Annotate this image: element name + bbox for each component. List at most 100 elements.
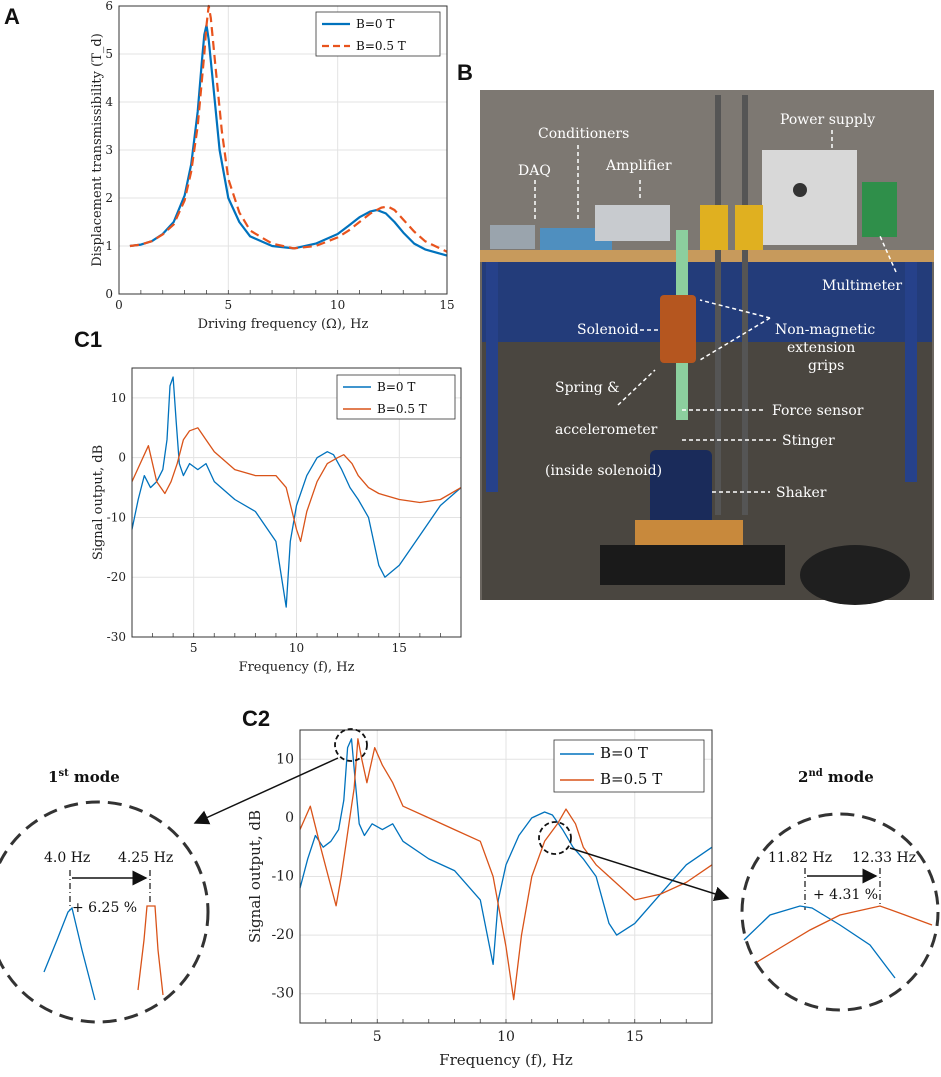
y-tick-label: 3 xyxy=(105,143,113,157)
y-tick-label: 5 xyxy=(105,47,113,61)
x-tick-label: 5 xyxy=(373,1029,382,1045)
chart-c1: 5 10 15 -30 -20 -10 0 10 Frequency (f), Hz Signal… xyxy=(91,367,462,675)
grip-clamp-right xyxy=(735,205,763,250)
y-tick-label: -20 xyxy=(107,570,126,584)
second-mode-circle xyxy=(740,812,940,1012)
label-stinger: Stinger xyxy=(782,433,835,449)
second-mode-f-left: 11.82 Hz xyxy=(768,850,832,866)
first-mode-f-right: 4.25 Hz xyxy=(118,850,173,866)
y-tick-label: 4 xyxy=(105,95,113,109)
first-mode-blue-trace xyxy=(43,906,96,1001)
y-tick-label: 10 xyxy=(276,751,294,767)
axes-frame xyxy=(131,367,462,638)
legend-box xyxy=(553,739,705,793)
axes-frame xyxy=(118,5,448,295)
label-non-magnetic-2: extension xyxy=(787,340,855,356)
x-tick-label: 10 xyxy=(497,1029,515,1045)
conditioner-device xyxy=(540,228,612,250)
second-mode-f-right: 12.33 Hz xyxy=(852,850,916,866)
x-tick-label: 5 xyxy=(225,298,233,312)
x-tick-label: 10 xyxy=(330,298,345,312)
floor-mat xyxy=(600,545,785,585)
label-daq: DAQ xyxy=(518,163,551,179)
x-tick-label: 15 xyxy=(392,641,407,655)
panel-label-c2: C2 xyxy=(242,706,270,731)
stand-rod-left xyxy=(715,95,721,515)
zoom-connectors xyxy=(193,728,730,902)
second-mode-pct: + 4.31 % xyxy=(813,887,878,903)
series-line-2 xyxy=(129,4,448,253)
label-conditioners: Conditioners xyxy=(538,126,629,142)
bench-leg-right xyxy=(905,262,917,482)
x-axis-label: Driving frequency (Ω), Hz xyxy=(198,317,369,332)
first-mode-circle xyxy=(0,800,210,1024)
y-tick-label: 0 xyxy=(105,287,113,301)
zoom-first-mode: 1st mode 4.0 Hz 4.25 Hz + 6.25 % xyxy=(0,768,210,1024)
label-force-sensor: Force sensor xyxy=(772,403,864,419)
second-mode-orange-trace xyxy=(756,905,933,963)
label-spring-2: accelerometer xyxy=(555,422,658,438)
series-line-1 xyxy=(131,376,462,608)
x-tick-label: 5 xyxy=(190,641,198,655)
second-mode-blue-trace xyxy=(743,905,896,979)
legend-label-1: B=0 T xyxy=(356,17,394,31)
zoom-marker-second xyxy=(538,821,572,855)
y-tick-label: 6 xyxy=(105,0,113,13)
panel-label-a: A xyxy=(4,4,20,29)
zoom-second-mode: 2nd mode 11.82 Hz 12.33 Hz + 4.31 % xyxy=(740,768,940,1012)
label-solenoid: Solenoid xyxy=(577,322,639,338)
connector-second xyxy=(569,847,730,902)
panel-label-b: B xyxy=(457,60,473,85)
y-tick-label: -10 xyxy=(107,510,126,524)
grip-clamp-left xyxy=(700,205,728,250)
series-line-1 xyxy=(129,24,448,257)
legend-box xyxy=(336,374,456,420)
experimental-setup-photo: DAQ Conditioners Amplifier Power supply … xyxy=(480,90,934,605)
y-axis-label: Signal output, dB xyxy=(91,445,106,560)
legend-label-1: B=0 T xyxy=(600,744,648,762)
y-tick-label: 2 xyxy=(105,191,113,205)
bench-leg-left xyxy=(486,262,498,492)
multimeter-device xyxy=(862,182,897,237)
label-amplifier: Amplifier xyxy=(605,158,672,174)
y-tick-label: 0 xyxy=(285,810,294,826)
floor-drain xyxy=(800,545,910,605)
photo-leader-lines xyxy=(534,130,897,493)
y-tick-label: 0 xyxy=(118,451,126,465)
workbench-top xyxy=(480,250,934,262)
y-tick-label: 10 xyxy=(111,391,126,405)
panel-label-c1: C1 xyxy=(74,327,102,352)
y-tick-label: 1 xyxy=(105,239,113,253)
first-mode-orange-trace xyxy=(137,905,164,996)
first-mode-f-left: 4.0 Hz xyxy=(44,850,90,866)
x-tick-label: 10 xyxy=(289,641,304,655)
connector-first xyxy=(193,757,339,825)
legend-label-1: B=0 T xyxy=(377,380,415,394)
y-tick-label: -30 xyxy=(271,986,294,1002)
y-tick-label: -30 xyxy=(107,630,126,644)
legend-label-2: B=0.5 T xyxy=(356,39,406,53)
y-tick-label: -20 xyxy=(271,927,294,943)
x-tick-label: 15 xyxy=(439,298,454,312)
series-line-1 xyxy=(299,738,713,966)
label-multimeter: Multimeter xyxy=(822,278,902,294)
legend-label-2: B=0.5 T xyxy=(377,402,427,416)
y-axis-label: Signal output, dB xyxy=(246,810,264,943)
series-line-2 xyxy=(131,427,462,543)
zoom-marker-first xyxy=(334,728,368,762)
label-non-magnetic-1: Non-magnetic xyxy=(775,322,875,338)
y-tick-label: -10 xyxy=(271,869,294,885)
legend-box xyxy=(315,11,441,57)
first-mode-pct: + 6.25 % xyxy=(72,900,137,916)
power-supply-knob xyxy=(793,183,807,197)
chart-c2: 5 10 15 -30 -20 -10 0 10 Frequency (f), Hz Signal… xyxy=(246,729,713,1069)
x-tick-label: 15 xyxy=(626,1029,644,1045)
x-axis-label: Frequency (f), Hz xyxy=(239,660,355,675)
axes-frame xyxy=(299,729,713,1024)
stand-rod-right xyxy=(742,95,748,515)
first-mode-title: 1st mode xyxy=(48,768,120,786)
y-axis-label: Displacement transmissibility (T_d) xyxy=(90,33,105,267)
x-axis-label: Frequency (f), Hz xyxy=(439,1051,573,1069)
solenoid-coil xyxy=(660,295,696,363)
